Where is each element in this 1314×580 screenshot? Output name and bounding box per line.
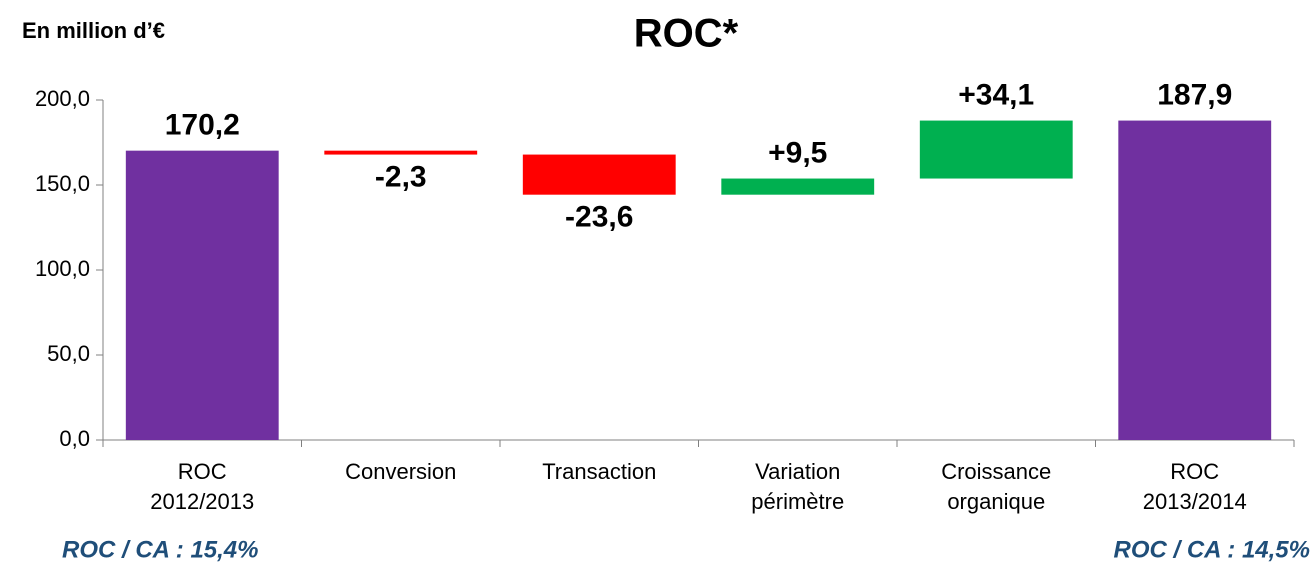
x-tick-label: Variation: [755, 459, 840, 484]
y-tick-label: 150,0: [35, 171, 90, 196]
unit-label: En million d’€: [22, 18, 165, 43]
bar: [1118, 120, 1272, 440]
y-tick-label: 50,0: [47, 341, 90, 366]
bar: [324, 150, 478, 155]
value-label: -23,6: [565, 201, 633, 234]
bar: [919, 120, 1073, 179]
x-tick-label: 2013/2014: [1143, 489, 1247, 514]
y-tick-label: 100,0: [35, 256, 90, 281]
value-label: +34,1: [958, 78, 1034, 111]
bar: [522, 154, 676, 195]
chart-title: ROC*: [634, 12, 739, 56]
x-tick-label: Transaction: [542, 459, 656, 484]
annotation: ROC / CA : 15,4%: [62, 536, 259, 563]
value-label: +9,5: [768, 136, 827, 169]
x-tick-label: 2012/2013: [150, 489, 254, 514]
value-label: 187,9: [1157, 78, 1232, 111]
x-tick-label: Conversion: [345, 459, 456, 484]
annotation: ROC / CA : 14,5%: [1114, 536, 1311, 563]
value-label: 170,2: [165, 109, 240, 142]
bar: [721, 178, 875, 195]
x-tick-label: ROC: [1170, 459, 1219, 484]
value-label: -2,3: [375, 160, 427, 193]
x-tick-label: Croissance: [941, 459, 1051, 484]
x-tick-label: ROC: [178, 459, 227, 484]
y-tick-label: 0,0: [59, 426, 90, 451]
x-tick-label: périmètre: [751, 489, 844, 514]
x-tick-label: organique: [947, 489, 1045, 514]
bar: [125, 150, 279, 440]
y-tick-label: 200,0: [35, 86, 90, 111]
